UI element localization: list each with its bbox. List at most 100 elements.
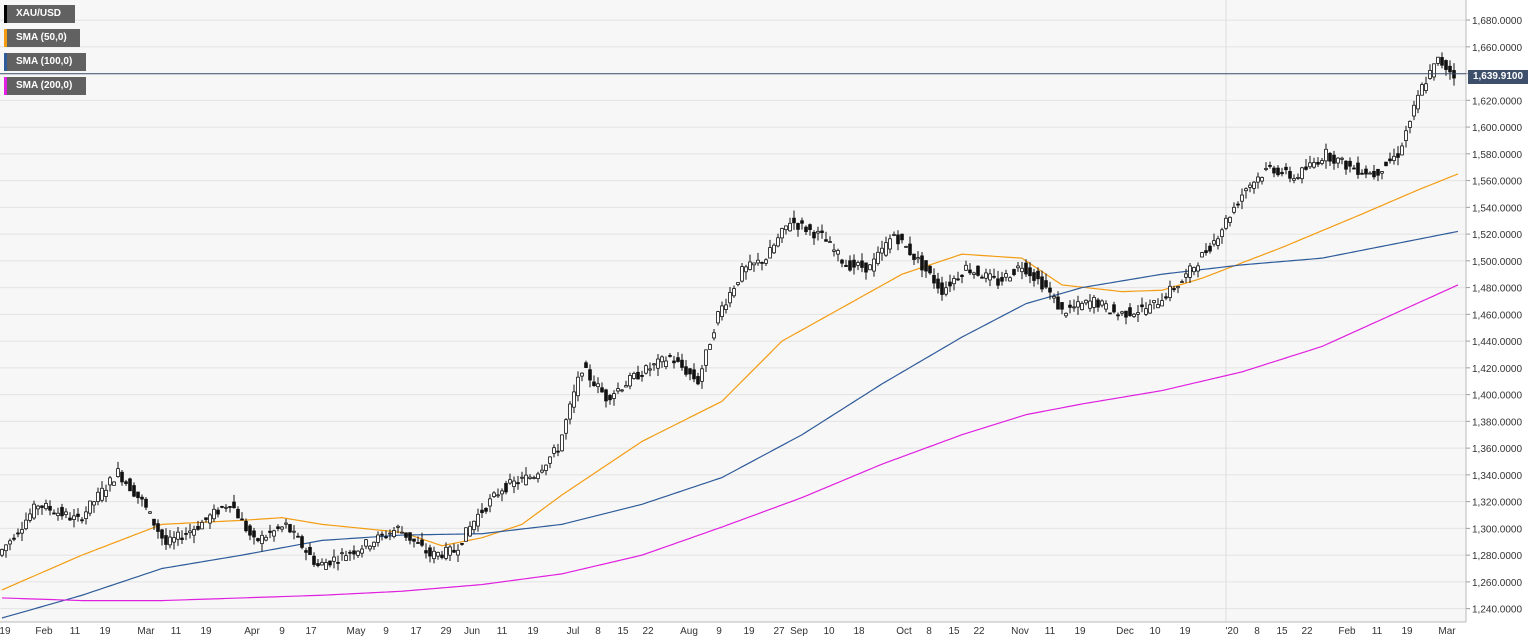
candle-body [700, 368, 704, 382]
x-tick-label: 19 [200, 626, 212, 637]
candle-body [1160, 300, 1164, 307]
candle-body [1068, 304, 1072, 308]
candle-body [1380, 171, 1384, 174]
x-tick-label: May [347, 626, 366, 637]
candle-body [996, 278, 1000, 286]
candle-body [516, 482, 520, 485]
candle-body [504, 483, 508, 493]
candle-body [320, 561, 324, 566]
candle-body [900, 233, 904, 241]
candle-body [68, 517, 72, 521]
candle-body [792, 217, 796, 224]
candle-body [1060, 302, 1064, 310]
candle-body [596, 383, 600, 388]
y-tick-label: 1,240.0000 [1472, 605, 1522, 616]
candle-body [1036, 270, 1040, 280]
candle-body [4, 544, 8, 552]
x-tick-label: 18 [853, 626, 865, 637]
candle-body [1284, 166, 1288, 171]
candle-body [264, 536, 268, 541]
x-tick-label: Sep [790, 626, 808, 637]
candle-body [820, 230, 824, 233]
x-tick-label: 11 [70, 626, 81, 637]
candle-body [936, 278, 940, 289]
candle-body [456, 549, 460, 556]
candle-body [1048, 287, 1052, 293]
candle-body [768, 247, 772, 259]
candle-body [352, 550, 356, 555]
candle-body [788, 222, 792, 232]
candle-body [1168, 285, 1172, 299]
candle-body [172, 537, 176, 543]
candle-body [728, 292, 732, 304]
legend-item-sma-100[interactable]: SMA (100,0) [4, 53, 86, 71]
candle-body [284, 522, 288, 525]
candle-body [1332, 154, 1336, 164]
x-tick-label: 27 [773, 626, 785, 637]
x-tick-label: 9 [279, 626, 285, 637]
candle-body [1436, 56, 1440, 64]
candle-body [1096, 299, 1100, 308]
candle-body [304, 550, 308, 553]
candle-body [88, 500, 92, 514]
x-tick-label: 10 [823, 626, 835, 637]
candle-body [644, 365, 648, 374]
candle-body [1208, 245, 1212, 252]
candle-body [408, 532, 412, 541]
legend-label: XAU/USD [16, 8, 62, 19]
x-tick-label: 11 [1372, 626, 1383, 637]
candle-body [1088, 300, 1092, 309]
x-tick-label: Mar [137, 626, 155, 637]
candle-body [948, 281, 952, 287]
candle-body [1356, 162, 1360, 175]
candle-body [620, 389, 624, 392]
candle-body [272, 530, 276, 537]
candle-body [1040, 276, 1044, 290]
x-tick-label: 10 [1149, 626, 1161, 637]
candle-body [136, 491, 140, 499]
y-tick-label: 1,500.0000 [1472, 257, 1522, 268]
candle-body [196, 525, 200, 530]
y-tick-label: 1,280.0000 [1472, 551, 1522, 562]
candle-body [1100, 300, 1104, 306]
candle-body [252, 530, 256, 538]
x-tick-label: 8 [1254, 626, 1260, 637]
candle-body [716, 311, 720, 324]
x-tick-label: 15 [948, 626, 960, 637]
candle-body [1452, 70, 1456, 79]
candle-body [524, 474, 528, 486]
candle-body [1104, 303, 1108, 310]
candle-body [776, 237, 780, 247]
candle-body [1140, 304, 1144, 308]
candle-body [356, 550, 360, 556]
candle-body [256, 538, 260, 542]
candle-body [316, 563, 320, 566]
candle-body [1084, 299, 1088, 304]
candle-body [1428, 70, 1432, 79]
candle-body [192, 529, 196, 536]
candle-body [492, 492, 496, 498]
candle-body [368, 545, 372, 550]
x-tick-label: Aug [680, 626, 698, 637]
candle-body [1320, 160, 1324, 164]
candle-body [240, 518, 244, 521]
candle-body [1312, 162, 1316, 168]
candle-body [1404, 130, 1408, 141]
legend: XAU/USD SMA (50,0) SMA (100,0) SMA (200,… [4, 5, 86, 101]
candle-body [540, 469, 544, 473]
candle-body [1072, 306, 1076, 309]
candle-body [752, 262, 756, 266]
candle-body [844, 264, 848, 267]
candle-body [896, 234, 900, 245]
legend-item-sma-200[interactable]: SMA (200,0) [4, 77, 86, 95]
candle-body [512, 480, 516, 487]
candle-body [1416, 94, 1420, 110]
x-tick-label: Feb [1338, 626, 1356, 637]
x-tick-label: '20 [1225, 626, 1238, 637]
candle-body [208, 514, 212, 524]
legend-item-xauusd[interactable]: XAU/USD [4, 5, 75, 23]
candle-body [48, 505, 52, 511]
candle-body [344, 555, 348, 561]
legend-item-sma-50[interactable]: SMA (50,0) [4, 29, 80, 47]
